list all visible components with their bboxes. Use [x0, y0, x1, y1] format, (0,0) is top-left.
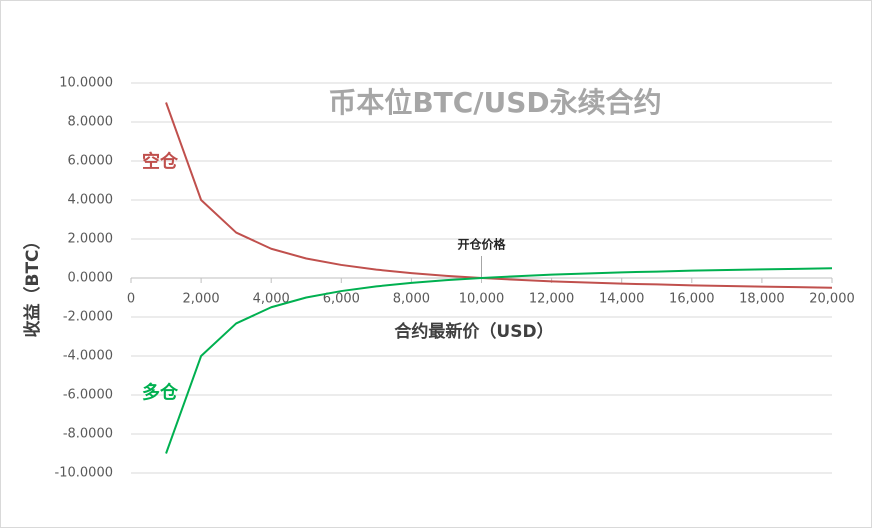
x-tick-label: 0 — [127, 292, 135, 307]
y-tick-label: 6.0000 — [68, 154, 114, 169]
chart-title: 币本位BTC/USD永续合约 — [328, 86, 661, 119]
y-tick-label: 4.0000 — [68, 193, 114, 208]
y-tick-label: -8.0000 — [63, 427, 113, 442]
y-tick-label: -4.0000 — [63, 349, 113, 364]
y-tick-label: 2.0000 — [68, 232, 114, 247]
y-tick-label: 10.0000 — [59, 76, 113, 91]
x-tick-label: 8,000 — [393, 292, 430, 307]
annotation: 开仓价格 — [457, 237, 506, 252]
x-tick-label: 6,000 — [323, 292, 360, 307]
x-tick-label: 20,000 — [809, 292, 855, 307]
y-axis-label: 收益（BTC） — [22, 232, 43, 337]
y-tick-label: 0.0000 — [68, 271, 114, 286]
series-line — [165, 102, 833, 289]
x-axis-label: 合约最新价（USD） — [394, 321, 553, 342]
legend-label: 多仓 — [142, 382, 179, 404]
y-tick-label: -2.0000 — [63, 310, 113, 325]
x-tick-label: 12,000 — [529, 292, 575, 307]
series-line — [165, 267, 833, 454]
x-tick-label: 4,000 — [253, 292, 290, 307]
y-tick-label: 8.0000 — [68, 115, 114, 130]
legend-label: 空仓 — [142, 151, 179, 173]
x-tick-label: 16,000 — [669, 292, 715, 307]
x-tick-label: 10,000 — [459, 292, 505, 307]
x-tick-label: 2,000 — [182, 292, 219, 307]
x-tick-label: 18,000 — [739, 292, 785, 307]
y-tick-label: -6.0000 — [63, 388, 113, 403]
y-tick-label: -10.0000 — [55, 466, 113, 481]
x-tick-label: 14,000 — [599, 292, 645, 307]
